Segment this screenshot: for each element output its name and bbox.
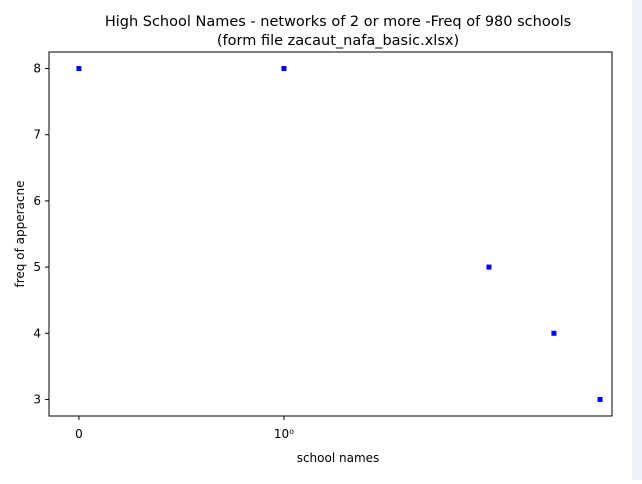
point bbox=[551, 330, 557, 336]
y-tick-label: 3 bbox=[33, 392, 41, 406]
point bbox=[486, 264, 492, 270]
side-panel bbox=[632, 0, 642, 480]
point bbox=[76, 66, 82, 72]
chart-title: High School Names - networks of 2 or mor… bbox=[105, 14, 571, 30]
x-axis-label: school names bbox=[297, 451, 380, 465]
chart-subtitle: (form file zacaut_nafa_basic.xlsx) bbox=[217, 33, 459, 49]
y-tick-label: 8 bbox=[33, 62, 41, 76]
x-tick-label: 0 bbox=[75, 427, 83, 441]
point bbox=[281, 66, 287, 72]
y-tick-label: 5 bbox=[33, 260, 41, 274]
y-axis-label: freq of apperacne bbox=[13, 181, 27, 288]
point bbox=[597, 396, 603, 402]
x-tick-label: 10⁰ bbox=[274, 427, 294, 441]
y-tick-label: 4 bbox=[33, 326, 41, 340]
plot-frame bbox=[48, 51, 613, 417]
y-tick-label: 7 bbox=[33, 128, 41, 142]
y-tick-label: 6 bbox=[33, 194, 41, 208]
